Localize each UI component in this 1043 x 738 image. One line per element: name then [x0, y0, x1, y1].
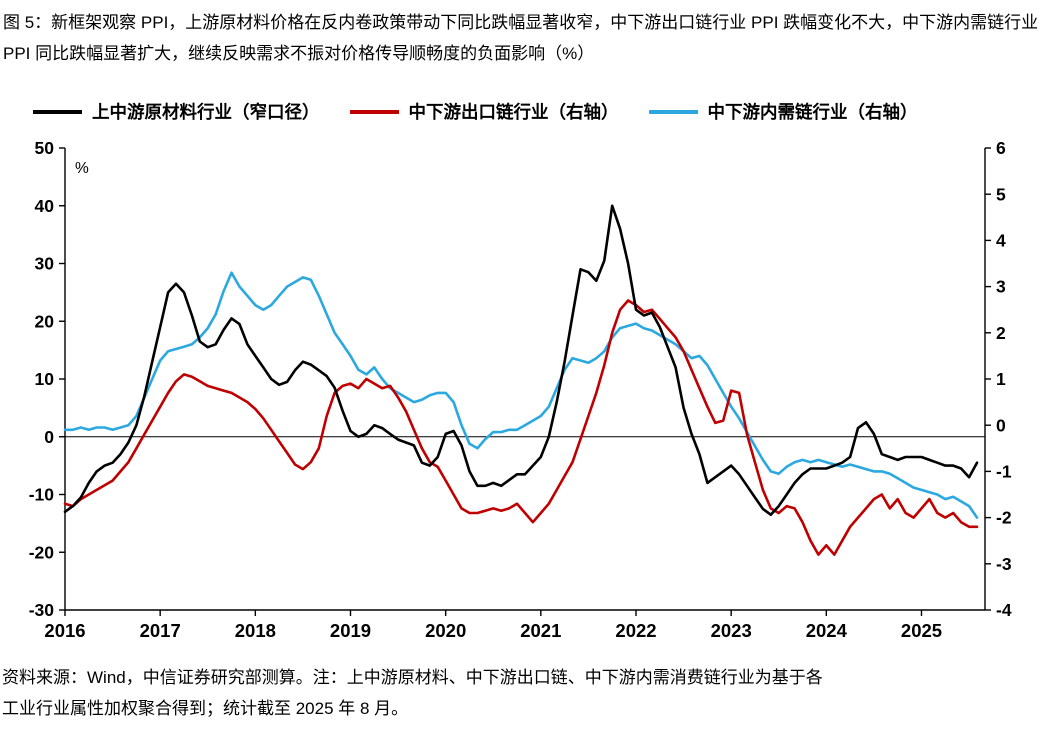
x-axis-tick-label: 2021	[520, 620, 561, 641]
series-line-1	[63, 299, 979, 556]
legend-line-swatch-icon	[648, 109, 698, 114]
right-axis-tick-label: 1	[996, 369, 1006, 389]
legend-item-2: 中下游内需链行业（右轴）	[648, 99, 918, 124]
legend-label: 上中游原材料行业（窄口径）	[92, 102, 320, 122]
right-axis-tick-label: -3	[996, 554, 1012, 574]
axis-spines	[64, 148, 986, 611]
legend-line-swatch-icon	[349, 109, 399, 114]
legend-label: 中下游内需链行业（右轴）	[707, 102, 918, 122]
legend-item-0: 上中游原材料行业（窄口径）	[33, 99, 320, 124]
legend-line-swatch-icon	[33, 109, 82, 114]
legend-label: 中下游出口链行业（右轴）	[408, 102, 619, 122]
left-axis-tick-label: 50	[35, 138, 55, 158]
x-axis-tick-label: 2018	[235, 620, 276, 641]
right-axis-tick-label: 2	[996, 323, 1006, 343]
left-axis-tick-label: 0	[44, 427, 54, 447]
x-axis-tick-label: 2024	[806, 620, 848, 641]
left-axis-tick-label: -10	[29, 485, 55, 505]
left-axis-tick-label: -20	[29, 542, 55, 562]
left-axis-unit-label: %	[75, 160, 89, 177]
x-axis-tick-label: 2022	[615, 620, 656, 641]
right-axis: 6 5 4 3 2 1 0 -1 -2 -3 -4	[985, 138, 1012, 620]
source-note-line-2: 工业行业属性加权聚合得到；统计截至 2025 年 8 月。	[2, 699, 409, 719]
left-axis-tick-label: 10	[35, 369, 55, 389]
x-axis-tick-label: 2016	[44, 620, 85, 641]
right-axis-tick-label: 5	[996, 184, 1006, 204]
left-axis-tick-label: 20	[35, 311, 55, 331]
left-axis-tick-label: 30	[35, 254, 55, 274]
x-axis-tick-label: 2019	[330, 620, 371, 641]
figure-title: 图 5：新框架观察 PPI，上游原材料价格在反内卷政策带动下同比跌幅显著收窄，中…	[3, 13, 1039, 63]
series-line-2	[63, 271, 979, 519]
x-axis-tick-label: 2020	[425, 620, 466, 641]
source-note: 资料来源：Wind，中信证券研究部测算。注：上中游原材料、中下游出口链、中下游内…	[2, 662, 1041, 725]
left-axis: 50 40 30 20 10 0 -10 -20 -30	[29, 138, 65, 620]
legend-item-1: 中下游出口链行业（右轴）	[349, 99, 619, 124]
left-axis-tick-label: 40	[35, 196, 55, 216]
chart-area: 50 40 30 20 10 0 -10 -20 -30 6 5 4 3 2 1 0 -1 -2 -3 -4 2016 2…	[0, 130, 1043, 660]
right-axis-tick-label: -4	[996, 600, 1012, 620]
right-axis-tick-label: -2	[996, 508, 1012, 528]
left-axis-tick-label: -30	[29, 600, 55, 620]
right-axis-tick-label: -1	[996, 462, 1012, 482]
chart-legend: 上中游原材料行业（窄口径） 中下游出口链行业（右轴） 中下游内需链行业（右轴）	[33, 99, 918, 124]
right-axis-tick-label: 6	[996, 138, 1006, 158]
right-axis-tick-label: 0	[996, 415, 1006, 435]
x-axis-tick-label: 2023	[711, 620, 752, 641]
right-axis-tick-label: 4	[996, 231, 1006, 251]
x-axis-tick-label: 2025	[901, 620, 942, 641]
x-axis-tick-label: 2017	[140, 620, 181, 641]
series-line-0	[63, 204, 979, 517]
x-axis: 2016 2017 2018 2019 2020 2021 2022 2023 2024 2025	[44, 610, 942, 641]
right-axis-tick-label: 3	[996, 277, 1006, 297]
source-note-line-1: 资料来源：Wind，中信证券研究部测算。注：上中游原材料、中下游出口链、中下游内…	[2, 668, 823, 687]
